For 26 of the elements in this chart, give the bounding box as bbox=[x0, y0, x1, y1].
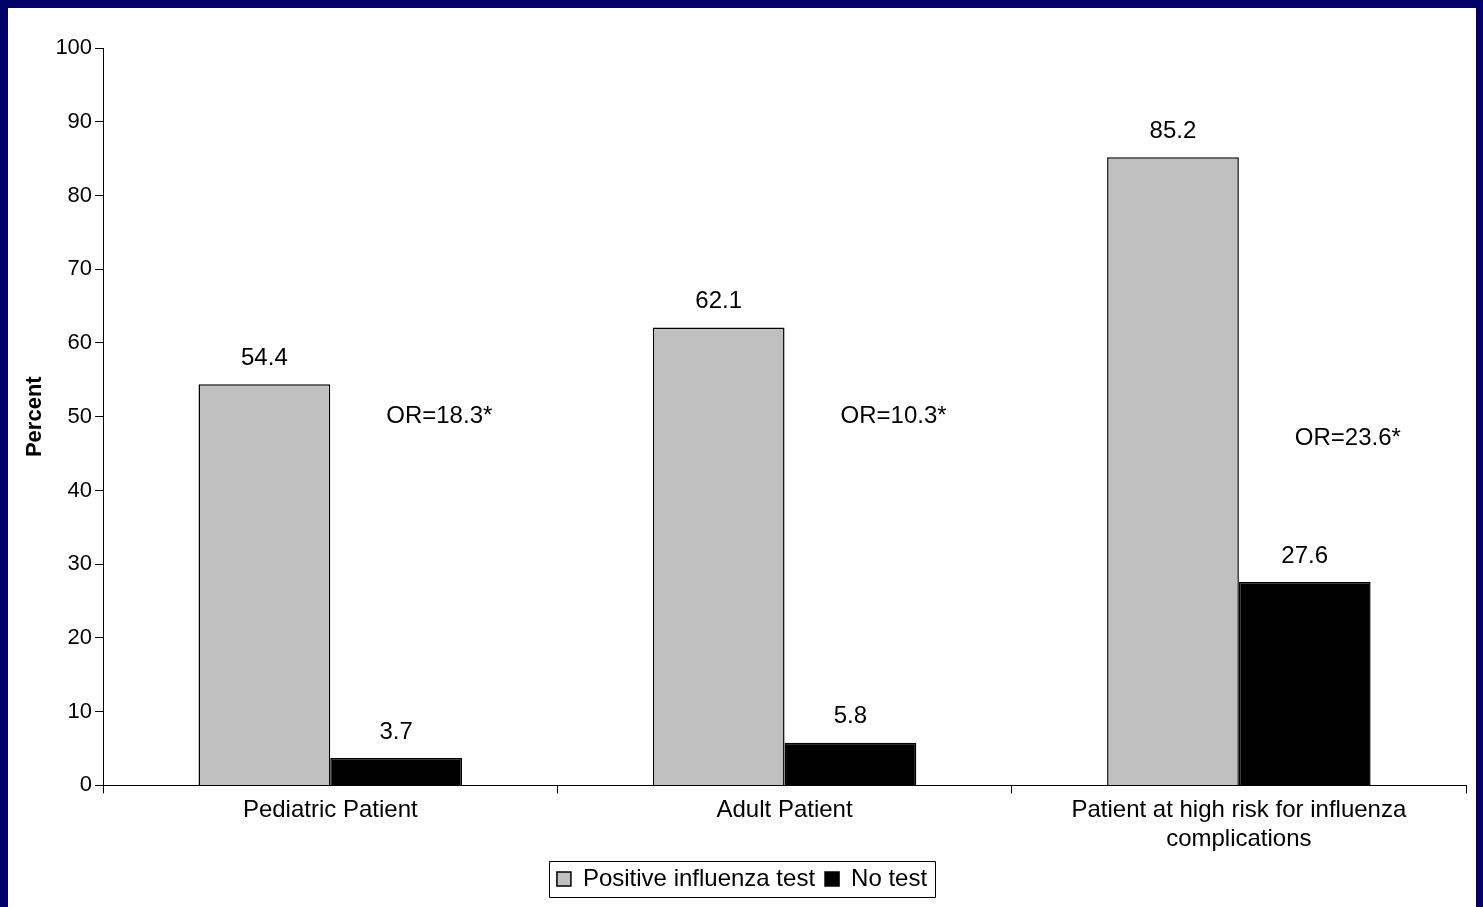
y-tick-label: 20 bbox=[67, 623, 93, 649]
y-tick-label: 90 bbox=[67, 107, 93, 133]
data-label: 5.8 bbox=[833, 701, 868, 729]
y-tick-label: 40 bbox=[67, 476, 93, 502]
legend-label: No test bbox=[851, 863, 928, 891]
x-tick-label: Adult Patient bbox=[716, 795, 853, 823]
y-tick-label: 0 bbox=[79, 771, 93, 797]
data-label: 62.1 bbox=[695, 286, 743, 314]
data-label: 3.7 bbox=[379, 716, 413, 744]
y-tick-label: 60 bbox=[67, 329, 93, 355]
annotation: OR=18.3* bbox=[386, 401, 493, 429]
annotation: OR=23.6* bbox=[1294, 423, 1401, 451]
data-label: 54.4 bbox=[241, 342, 288, 370]
data-label: 85.2 bbox=[1149, 115, 1197, 143]
y-tick-label: 80 bbox=[67, 181, 93, 207]
y-tick-label: 30 bbox=[67, 550, 93, 576]
y-tick-label: 100 bbox=[55, 34, 93, 60]
y-tick-label: 10 bbox=[67, 697, 93, 723]
annotation: OR=10.3* bbox=[840, 401, 947, 429]
legend-label: Positive influenza test bbox=[582, 863, 816, 891]
x-tick-label: Patient at high risk for influenza complications bbox=[1071, 795, 1407, 852]
y-axis-title: Percent bbox=[21, 375, 47, 458]
y-tick-label: 50 bbox=[67, 402, 93, 428]
data-label: 27.6 bbox=[1281, 540, 1329, 568]
y-tick-label: 70 bbox=[67, 255, 93, 281]
x-tick-label: Pediatric Patient bbox=[242, 795, 418, 823]
